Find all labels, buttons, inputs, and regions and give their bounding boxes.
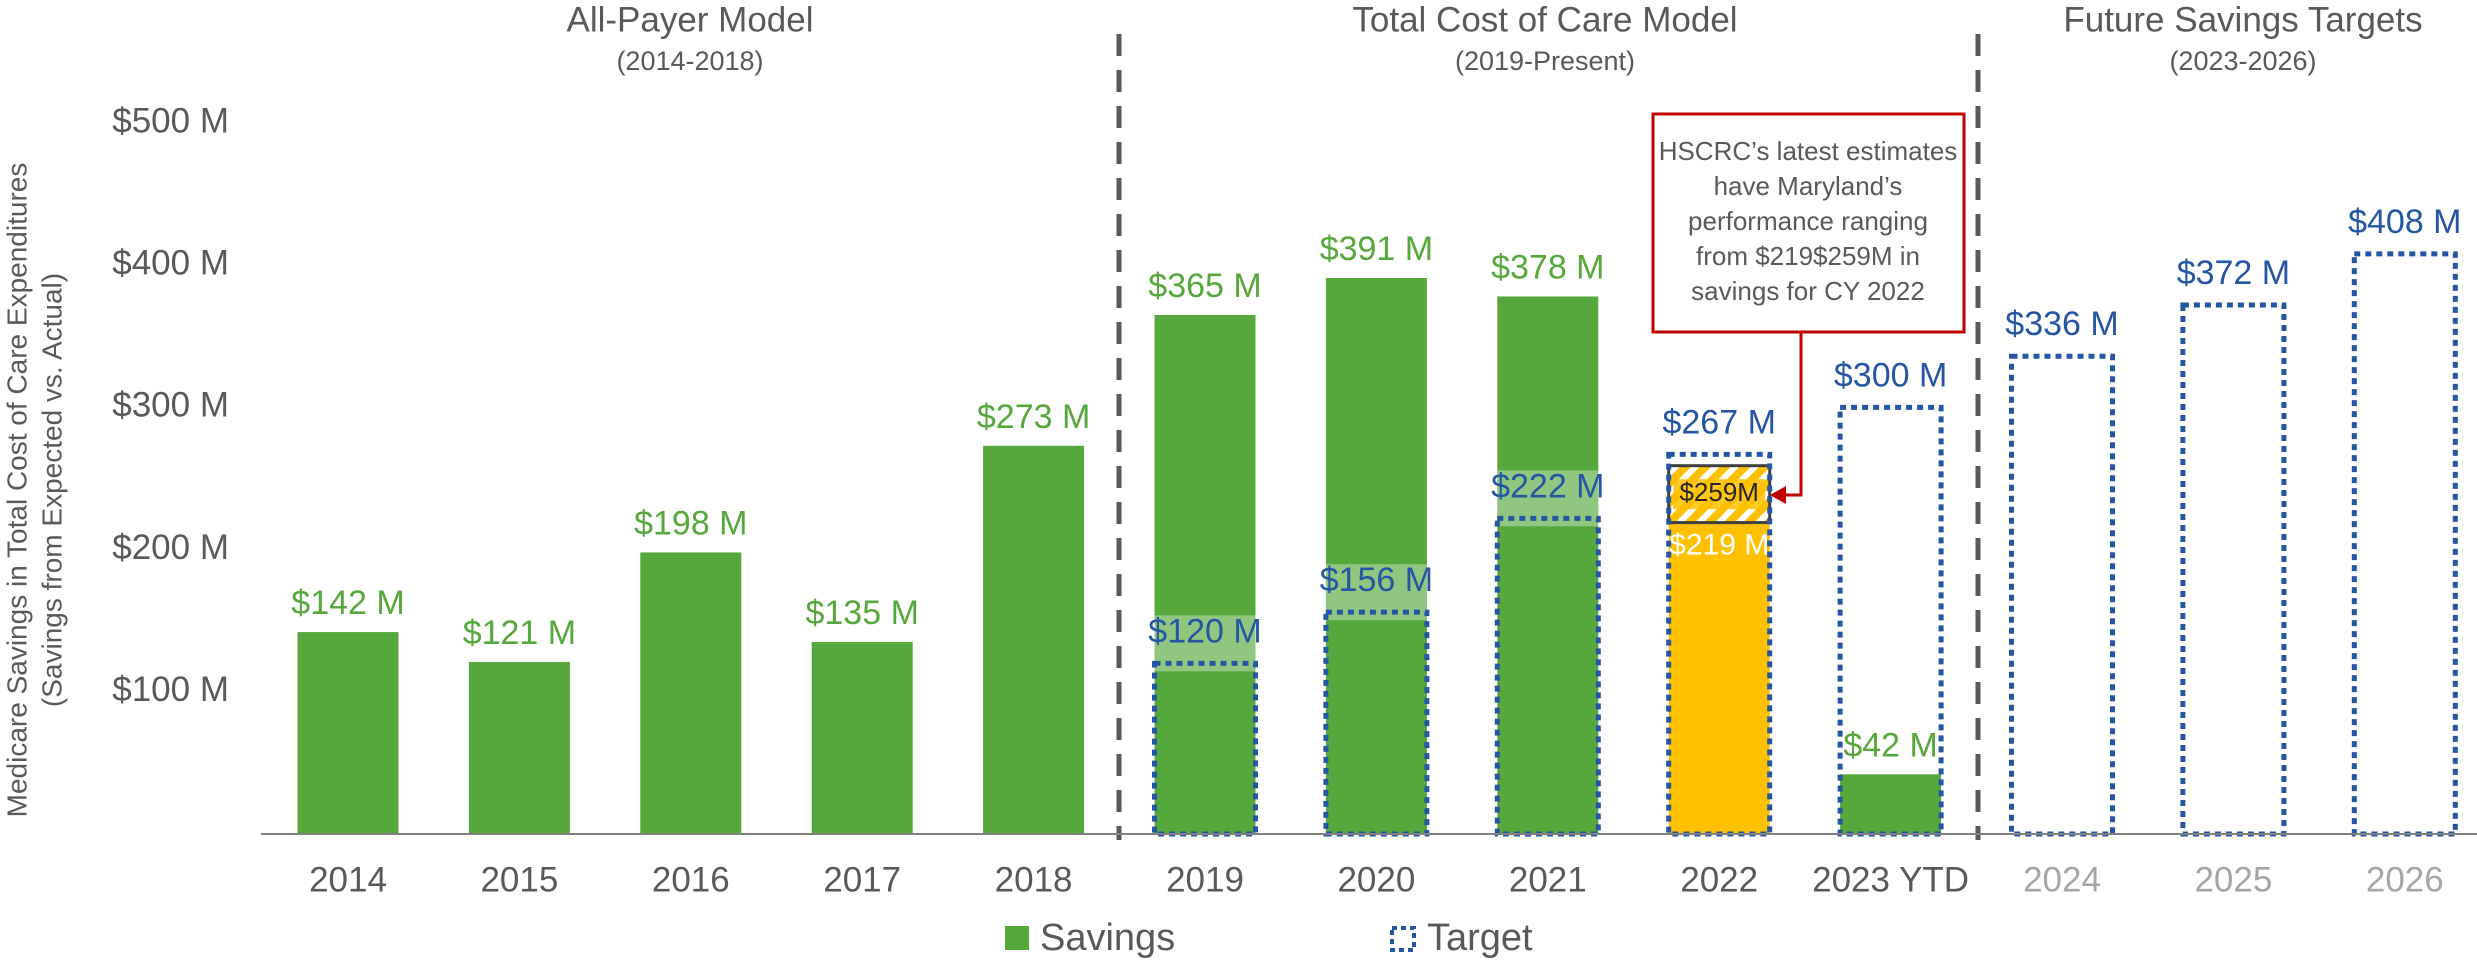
target-value-label: $300 M — [1834, 356, 1947, 394]
savings-value-label: $391 M — [1320, 230, 1433, 268]
legend-swatch — [1390, 926, 1416, 952]
legend-swatch — [1005, 926, 1029, 950]
savings-value-label: $378 M — [1491, 248, 1604, 286]
target-bar — [2351, 251, 2458, 837]
savings-value-label: $135 M — [805, 594, 918, 632]
annotation-text: savings for CY 2022 — [1691, 276, 1925, 306]
savings-value-label: $198 M — [634, 504, 747, 542]
savings-bar — [1840, 774, 1942, 834]
savings-bar — [640, 552, 742, 834]
savings-value-label: $142 M — [291, 584, 404, 622]
target-value-label: $408 M — [2348, 203, 2461, 241]
savings-bar — [983, 445, 1085, 834]
savings-value-label: $365 M — [1148, 267, 1261, 305]
y-tick-label: $300 M — [112, 386, 229, 425]
annotation-arrow — [1782, 332, 1803, 497]
x-tick-label: 2017 — [823, 860, 901, 899]
target-value-label: $222 M — [1491, 467, 1604, 505]
estimate-low-bar — [1668, 522, 1770, 834]
x-tick-label: 2015 — [480, 860, 558, 899]
savings-bar — [1325, 277, 1427, 834]
estimate-high-label: $259M — [1679, 477, 1759, 507]
annotation-text: performance ranging — [1688, 206, 1928, 236]
target-bar — [2180, 302, 2287, 837]
annotation-box — [1651, 112, 1966, 334]
y-tick-label: $100 M — [112, 670, 229, 709]
x-tick-label: 2024 — [2023, 860, 2101, 899]
x-tick-label: 2014 — [309, 860, 387, 899]
y-tick-label: $500 M — [112, 101, 229, 140]
target-bar — [1323, 609, 1430, 837]
target-value-label: $267 M — [1662, 403, 1775, 441]
x-tick-label: 2026 — [2366, 860, 2444, 899]
savings-value-label: $121 M — [463, 614, 576, 652]
y-tick-label: $400 M — [112, 243, 229, 282]
section-subtitle: (2023-2026) — [2169, 46, 2316, 76]
savings-value-label: $42 M — [1843, 726, 1938, 764]
x-tick-label: 2018 — [995, 860, 1073, 899]
savings-value-label: $273 M — [977, 398, 1090, 436]
section-subtitle: (2019-Present) — [1455, 46, 1635, 76]
section-title: Total Cost of Care Model — [1352, 0, 1737, 39]
savings-bar — [1497, 296, 1599, 834]
y-axis-label: Medicare Savings in Total Cost of Care E… — [1, 163, 32, 818]
section-title: All-Payer Model — [566, 0, 813, 39]
x-tick-label: 2025 — [2194, 860, 2272, 899]
target-value-label: $336 M — [2005, 305, 2118, 343]
x-tick-label: 2022 — [1680, 860, 1758, 899]
x-tick-label: 2021 — [1509, 860, 1587, 899]
target-value-label: $372 M — [2177, 254, 2290, 292]
savings-bar — [811, 642, 913, 834]
section-title: Future Savings Targets — [2063, 0, 2422, 39]
estimate-low-label: $219 M — [1669, 529, 1769, 562]
savings-bar — [1154, 314, 1256, 835]
x-tick-label: 2016 — [652, 860, 730, 899]
x-tick-label: 2023 YTD — [1812, 860, 1969, 899]
annotation-arrowhead — [1770, 486, 1786, 504]
y-axis-label: (Savings from Expected vs. Actual) — [36, 273, 67, 707]
savings-bar — [297, 632, 399, 834]
annotation-text: from $219$259M in — [1696, 241, 1920, 271]
legend-label: Savings — [1040, 917, 1175, 959]
savings-bar — [468, 661, 570, 834]
target-bar — [1837, 404, 1944, 837]
y-tick-label: $200 M — [112, 528, 229, 567]
section-subtitle: (2014-2018) — [616, 46, 763, 76]
target-value-label: $120 M — [1148, 612, 1261, 650]
x-tick-label: 2020 — [1337, 860, 1415, 899]
x-tick-label: 2019 — [1166, 860, 1244, 899]
target-value-label: $156 M — [1320, 561, 1433, 599]
target-bar — [2009, 353, 2115, 837]
annotation-text: HSCRC’s latest estimates — [1659, 136, 1958, 166]
legend-label: Target — [1427, 917, 1533, 959]
estimate-high-label-bg — [1673, 479, 1766, 510]
annotation-text: have Maryland’s — [1714, 171, 1903, 201]
